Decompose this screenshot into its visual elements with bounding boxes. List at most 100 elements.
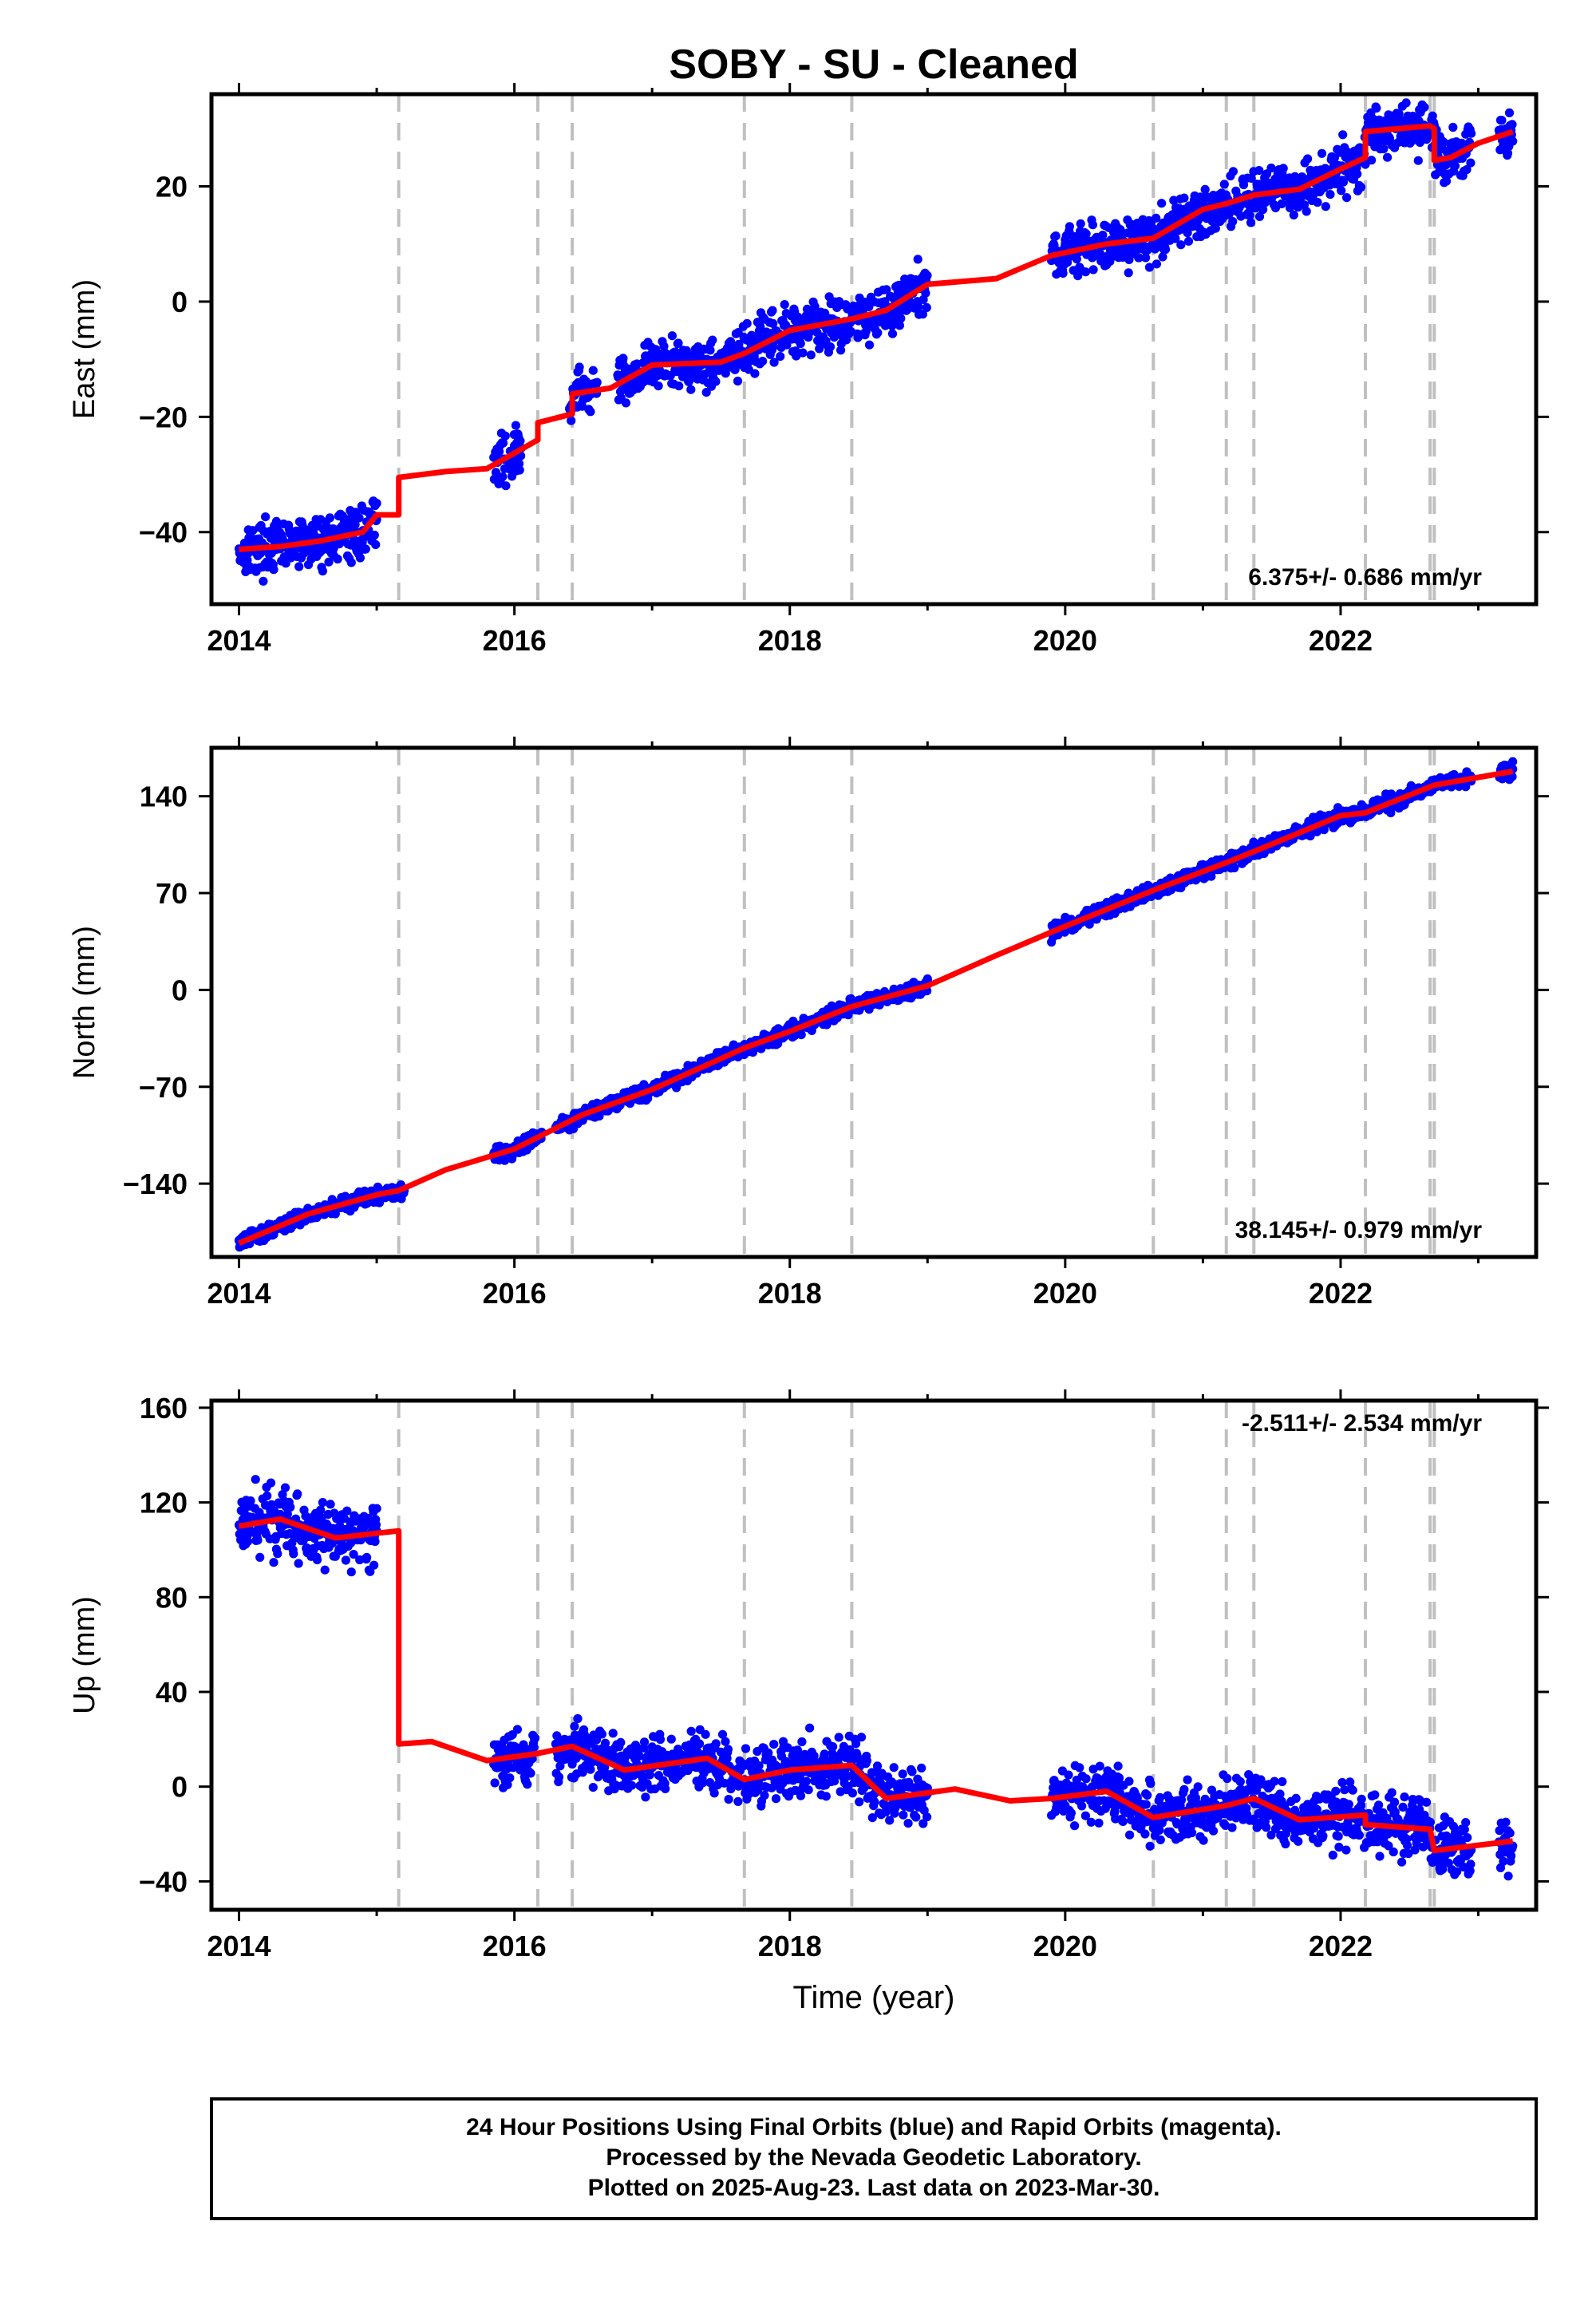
- position-dot: [1238, 180, 1249, 190]
- position-dot: [825, 342, 836, 352]
- position-dot: [796, 1030, 806, 1040]
- position-dot: [917, 1763, 926, 1773]
- position-dot: [711, 377, 721, 386]
- position-dot: [780, 300, 789, 310]
- position-dot: [674, 338, 683, 348]
- position-dot: [797, 1737, 807, 1747]
- position-dot: [588, 366, 598, 375]
- position-dot: [586, 407, 595, 417]
- position-dot: [1379, 144, 1389, 154]
- position-dot: [597, 1729, 607, 1739]
- position-dot: [768, 306, 777, 315]
- position-dot: [711, 1739, 721, 1749]
- position-dot: [282, 1509, 292, 1519]
- position-dot: [822, 1020, 832, 1030]
- x-tick-label-4: 2022: [1309, 624, 1373, 657]
- position-dot: [1228, 167, 1238, 176]
- position-dot: [834, 1733, 843, 1742]
- position-dot: [355, 553, 365, 563]
- position-dot: [769, 358, 779, 367]
- position-dot: [922, 271, 932, 280]
- position-dot: [1152, 259, 1161, 269]
- x-tick-label-0: 2014: [207, 1277, 271, 1310]
- position-dot: [567, 416, 576, 425]
- position-dot: [1179, 1784, 1189, 1794]
- position-dot: [1094, 1818, 1104, 1828]
- position-dot: [575, 362, 584, 372]
- y-tick-label-3: 70: [156, 877, 188, 910]
- position-dot: [1302, 207, 1311, 216]
- position-dot: [251, 1475, 260, 1484]
- model-curve: [239, 123, 1514, 552]
- plot-frame: [209, 92, 1539, 607]
- position-dot: [1158, 252, 1167, 262]
- position-dots: [234, 1475, 1518, 1881]
- x-tick-label-3: 2020: [1033, 1277, 1097, 1310]
- position-dot: [862, 1756, 871, 1765]
- position-dot: [828, 1742, 838, 1752]
- model-curve: [238, 769, 1514, 1246]
- position-dot: [293, 1489, 302, 1499]
- position-dot: [608, 1729, 618, 1738]
- position-dot: [511, 421, 521, 430]
- position-dot: [911, 1812, 921, 1822]
- y-tick-label-1: −20: [139, 401, 188, 433]
- position-dot: [500, 431, 510, 441]
- position-dot: [333, 554, 342, 564]
- position-dot: [324, 557, 334, 567]
- x-tick-label-0: 2014: [207, 624, 271, 657]
- position-dot: [1467, 128, 1476, 138]
- position-dot: [1070, 1821, 1080, 1831]
- position-dot: [1169, 196, 1179, 205]
- position-dot: [1200, 184, 1210, 194]
- position-dot: [782, 340, 792, 350]
- position-dot: [1277, 199, 1286, 208]
- plot-frame: [209, 745, 1539, 1259]
- position-dot: [1317, 148, 1327, 158]
- position-dots: [234, 98, 1518, 586]
- sample-point-12: [1061, 239, 1070, 249]
- position-dot: [873, 328, 883, 338]
- position-dot: [1258, 204, 1268, 215]
- position-dot: [600, 1738, 610, 1748]
- position-dot: [318, 1498, 327, 1508]
- position-dot: [922, 1812, 932, 1822]
- position-dot: [1230, 863, 1239, 873]
- position-dot: [836, 346, 846, 355]
- position-dot: [895, 321, 904, 330]
- position-dot: [1367, 156, 1377, 165]
- position-dot: [887, 329, 898, 338]
- position-dot: [1497, 116, 1507, 125]
- position-dot: [554, 1773, 564, 1782]
- position-dot: [1183, 236, 1194, 246]
- position-dot: [903, 1819, 913, 1828]
- position-dot: [243, 1536, 253, 1546]
- position-dot: [805, 1723, 815, 1733]
- position-dot: [1145, 1841, 1155, 1851]
- position-dot: [896, 314, 906, 323]
- position-dot: [1353, 169, 1362, 179]
- position-dot: [913, 255, 922, 264]
- position-dot: [588, 1783, 598, 1792]
- position-dot: [768, 342, 779, 351]
- position-dot: [1160, 245, 1171, 255]
- sample-point-4: [372, 499, 381, 508]
- position-dot: [512, 1725, 523, 1734]
- y-tick-label-0: −40: [139, 516, 188, 549]
- position-dot: [354, 513, 364, 523]
- position-dot: [312, 1555, 322, 1565]
- position-dot: [1337, 186, 1346, 196]
- position-dot: [741, 1744, 751, 1753]
- rate-annotation: 38.145+/- 0.979 mm/yr: [1235, 1217, 1483, 1243]
- position-dot: [659, 342, 669, 351]
- position-dot: [618, 354, 628, 363]
- position-dot: [856, 1733, 867, 1742]
- position-dot: [627, 1780, 637, 1790]
- position-dot: [253, 1535, 263, 1545]
- position-dot: [1246, 218, 1256, 227]
- position-dot: [289, 1549, 298, 1559]
- position-dot: [708, 335, 717, 345]
- y-tick-label-2: 0: [172, 286, 188, 318]
